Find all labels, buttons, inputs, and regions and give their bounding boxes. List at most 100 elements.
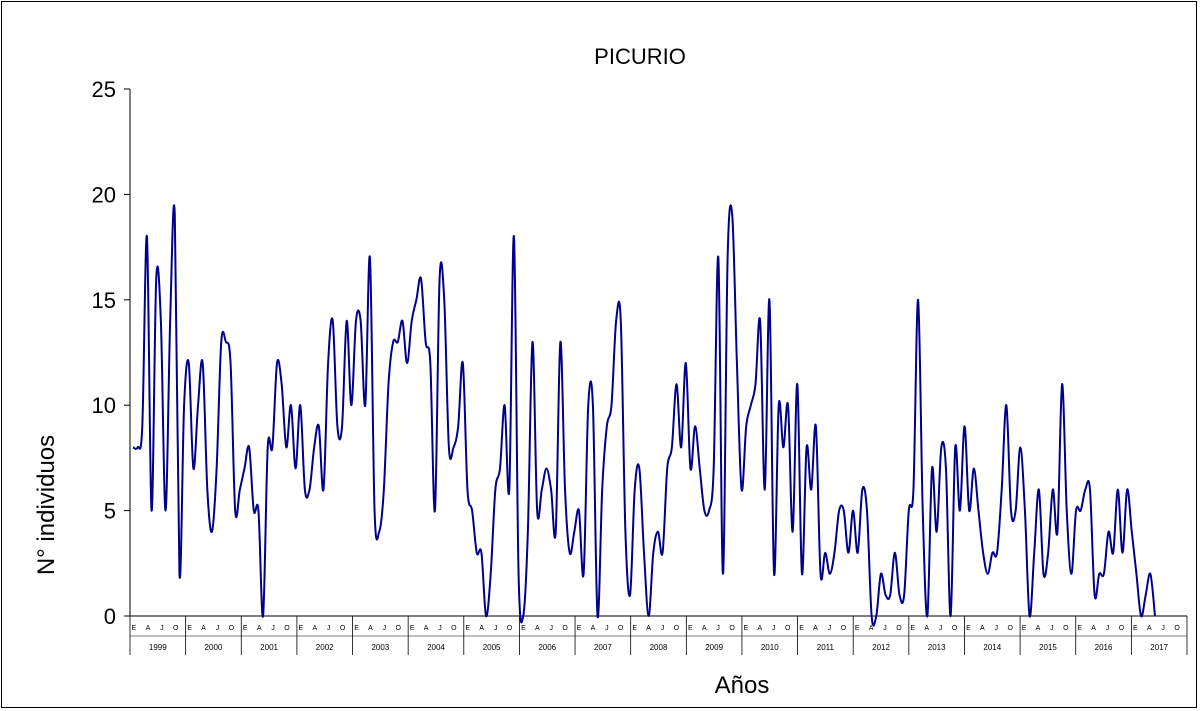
month-label: A [1036, 625, 1041, 632]
month-label: O [284, 625, 290, 632]
month-label: A [702, 625, 707, 632]
month-label: J [383, 625, 387, 632]
chart-title: PICURIO [594, 44, 686, 69]
month-label: E [410, 625, 415, 632]
month-label: J [216, 625, 220, 632]
month-label: A [758, 625, 763, 632]
month-label: A [980, 625, 985, 632]
month-label: A [591, 625, 596, 632]
y-tick-label: 15 [92, 288, 116, 313]
y-axis: 0 5 10 15 20 25 [92, 77, 131, 629]
month-label: O [785, 625, 791, 632]
month-label: E [799, 625, 804, 632]
year-label: 2006 [538, 643, 556, 652]
month-label: O [1063, 625, 1069, 632]
month-label: O [507, 625, 513, 632]
month-label: J [939, 625, 943, 632]
year-label: 2012 [872, 643, 890, 652]
year-label: 2014 [983, 643, 1001, 652]
month-label: O [841, 625, 847, 632]
month-label: A [201, 625, 206, 632]
month-label: E [187, 625, 192, 632]
month-label: O [729, 625, 735, 632]
y-tick-label: 5 [104, 499, 116, 524]
y-tick-label: 0 [104, 604, 116, 629]
month-label: E [1077, 625, 1082, 632]
month-label: J [1106, 625, 1110, 632]
month-label: J [1050, 625, 1054, 632]
year-label: 2001 [260, 643, 278, 652]
plot-area [132, 204, 1156, 627]
year-label: 2007 [594, 643, 612, 652]
month-label: J [828, 625, 832, 632]
month-label: O [1174, 625, 1180, 632]
month-label: A [535, 625, 540, 632]
month-label: J [271, 625, 275, 632]
series-line [132, 204, 1156, 627]
month-label: E [688, 625, 693, 632]
y-axis-label: N° individuos [33, 435, 60, 575]
year-label: 2005 [483, 643, 501, 652]
y-tick-label: 25 [92, 77, 116, 102]
month-label: E [354, 625, 359, 632]
month-label: O [562, 625, 568, 632]
month-label: A [1091, 625, 1096, 632]
year-label: 2004 [427, 643, 445, 652]
x-axis: 1999 E A J O 2000 E A J O 2001 E A J O 2002 E A J O 2003 E A J O… [129, 615, 1188, 655]
month-label: J [995, 625, 999, 632]
y-tick-label: 10 [92, 393, 116, 418]
month-label: A [479, 625, 484, 632]
month-label: O [396, 625, 402, 632]
year-label: 2015 [1039, 643, 1057, 652]
month-label: E [465, 625, 470, 632]
month-label: E [744, 625, 749, 632]
year-label: 1999 [149, 643, 167, 652]
month-label: E [243, 625, 248, 632]
year-label: 2000 [205, 643, 223, 652]
year-label: 2013 [928, 643, 946, 652]
month-label: A [312, 625, 317, 632]
month-label: E [132, 625, 137, 632]
month-label: E [521, 625, 526, 632]
month-label: E [632, 625, 637, 632]
month-label: O [173, 625, 179, 632]
y-tick-label: 20 [92, 182, 116, 207]
year-label: 2011 [817, 643, 835, 652]
month-label: E [966, 625, 971, 632]
month-label: O [952, 625, 958, 632]
month-label: O [451, 625, 457, 632]
year-label: 2008 [650, 643, 668, 652]
year-label: 2002 [316, 643, 334, 652]
year-label: 2003 [371, 643, 389, 652]
month-label: O [1007, 625, 1013, 632]
month-label: A [646, 625, 651, 632]
month-label: J [438, 625, 442, 632]
month-label: J [605, 625, 609, 632]
month-label: O [674, 625, 680, 632]
month-label: E [911, 625, 916, 632]
month-label: A [924, 625, 929, 632]
month-label: A [1147, 625, 1152, 632]
month-label: E [1133, 625, 1138, 632]
month-label: J [549, 625, 553, 632]
month-label: O [1119, 625, 1125, 632]
x-axis-label: Años [715, 672, 770, 699]
month-label: O [896, 625, 902, 632]
year-label: 2009 [705, 643, 723, 652]
month-label: A [424, 625, 429, 632]
year-label: 2010 [761, 643, 779, 652]
month-label: J [772, 625, 776, 632]
month-label: E [1022, 625, 1027, 632]
month-label: A [869, 625, 874, 632]
month-label: A [146, 625, 151, 632]
month-label: O [618, 625, 624, 632]
month-label: J [494, 625, 498, 632]
month-label: A [368, 625, 373, 632]
month-label: J [661, 625, 665, 632]
month-label: O [340, 625, 346, 632]
month-label: J [160, 625, 164, 632]
month-label: O [229, 625, 235, 632]
month-label: A [257, 625, 262, 632]
month-label: J [327, 625, 331, 632]
